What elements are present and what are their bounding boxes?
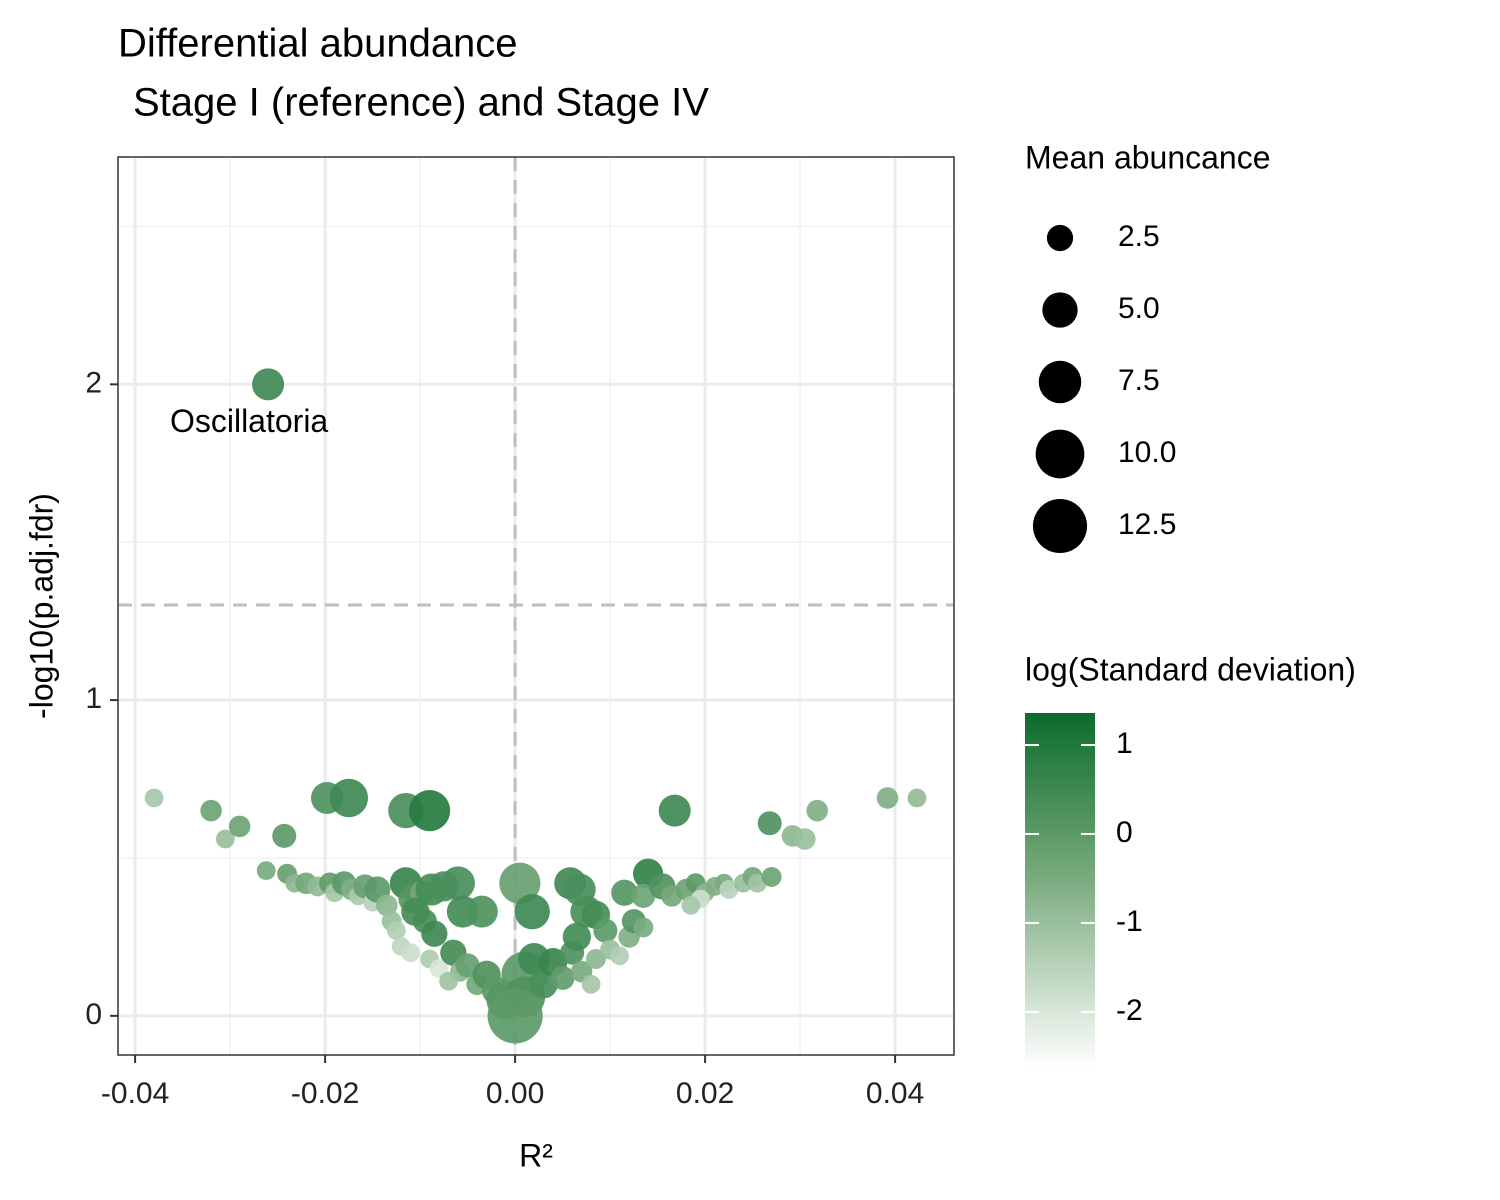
point bbox=[329, 778, 369, 818]
legend-label: 10.0 bbox=[1118, 436, 1176, 469]
point bbox=[439, 971, 458, 991]
color-legend-title: log(Standard deviation) bbox=[1025, 651, 1356, 687]
chart-subtitle: Stage I (reference) and Stage IV bbox=[133, 81, 709, 125]
legend-label: 5.0 bbox=[1118, 292, 1160, 325]
point bbox=[794, 828, 816, 850]
legend-size-key bbox=[1035, 429, 1085, 479]
point bbox=[681, 895, 701, 915]
point bbox=[876, 787, 899, 809]
point bbox=[401, 943, 420, 963]
point bbox=[611, 879, 638, 906]
legend-label: 2.5 bbox=[1118, 220, 1160, 253]
point bbox=[228, 815, 251, 838]
point bbox=[761, 866, 782, 887]
point bbox=[386, 921, 406, 940]
point bbox=[806, 799, 828, 822]
point bbox=[581, 974, 601, 994]
legend-label: -2 bbox=[1116, 994, 1143, 1027]
point bbox=[409, 790, 451, 832]
point bbox=[256, 861, 276, 880]
x-tick-label: 0.04 bbox=[866, 1077, 924, 1110]
point bbox=[465, 895, 498, 928]
legend-label: 1 bbox=[1116, 727, 1133, 760]
size-legend-title: Mean abuncance bbox=[1025, 139, 1271, 175]
point bbox=[719, 880, 739, 899]
point bbox=[441, 866, 475, 901]
point bbox=[757, 811, 782, 836]
x-tick-label: 0.02 bbox=[676, 1077, 734, 1110]
legend-size-key bbox=[1032, 498, 1088, 554]
x-tick-label: -0.02 bbox=[291, 1077, 359, 1110]
point bbox=[631, 883, 656, 908]
point bbox=[585, 949, 606, 969]
point bbox=[401, 897, 430, 926]
y-tick-label: 1 bbox=[85, 682, 102, 715]
legend-size-key bbox=[1038, 360, 1082, 404]
point bbox=[562, 922, 591, 952]
point bbox=[550, 965, 575, 990]
annotation: Oscillatoria bbox=[170, 403, 328, 439]
legend-label: 0 bbox=[1116, 816, 1133, 849]
point bbox=[272, 823, 297, 848]
colorbar bbox=[1025, 713, 1095, 1068]
x-tick-label: 0.00 bbox=[486, 1077, 544, 1110]
legend-size-key bbox=[1046, 224, 1074, 252]
x-axis-label: R² bbox=[519, 1137, 553, 1173]
point bbox=[593, 918, 618, 943]
point bbox=[514, 893, 550, 930]
point bbox=[907, 788, 927, 808]
point bbox=[144, 788, 164, 808]
y-axis-label: -log10(p.adj.fdr) bbox=[23, 493, 59, 719]
x-tick-label: -0.04 bbox=[101, 1077, 169, 1110]
chart-title: Differential abundance bbox=[118, 22, 518, 66]
legend-label: 7.5 bbox=[1118, 364, 1160, 397]
plot-border bbox=[117, 156, 955, 1056]
legend-label: -1 bbox=[1116, 905, 1143, 938]
point bbox=[200, 799, 222, 822]
legend-label: 12.5 bbox=[1118, 508, 1176, 541]
point bbox=[499, 862, 541, 904]
point bbox=[421, 920, 448, 947]
legend-size-key bbox=[1042, 292, 1078, 328]
point bbox=[633, 917, 654, 938]
point bbox=[487, 988, 543, 1044]
y-tick-label: 0 bbox=[85, 998, 102, 1031]
point bbox=[215, 829, 235, 849]
point bbox=[610, 946, 629, 966]
point bbox=[658, 794, 691, 827]
point bbox=[376, 894, 398, 917]
point bbox=[252, 368, 285, 401]
y-tick-label: 2 bbox=[85, 366, 102, 399]
